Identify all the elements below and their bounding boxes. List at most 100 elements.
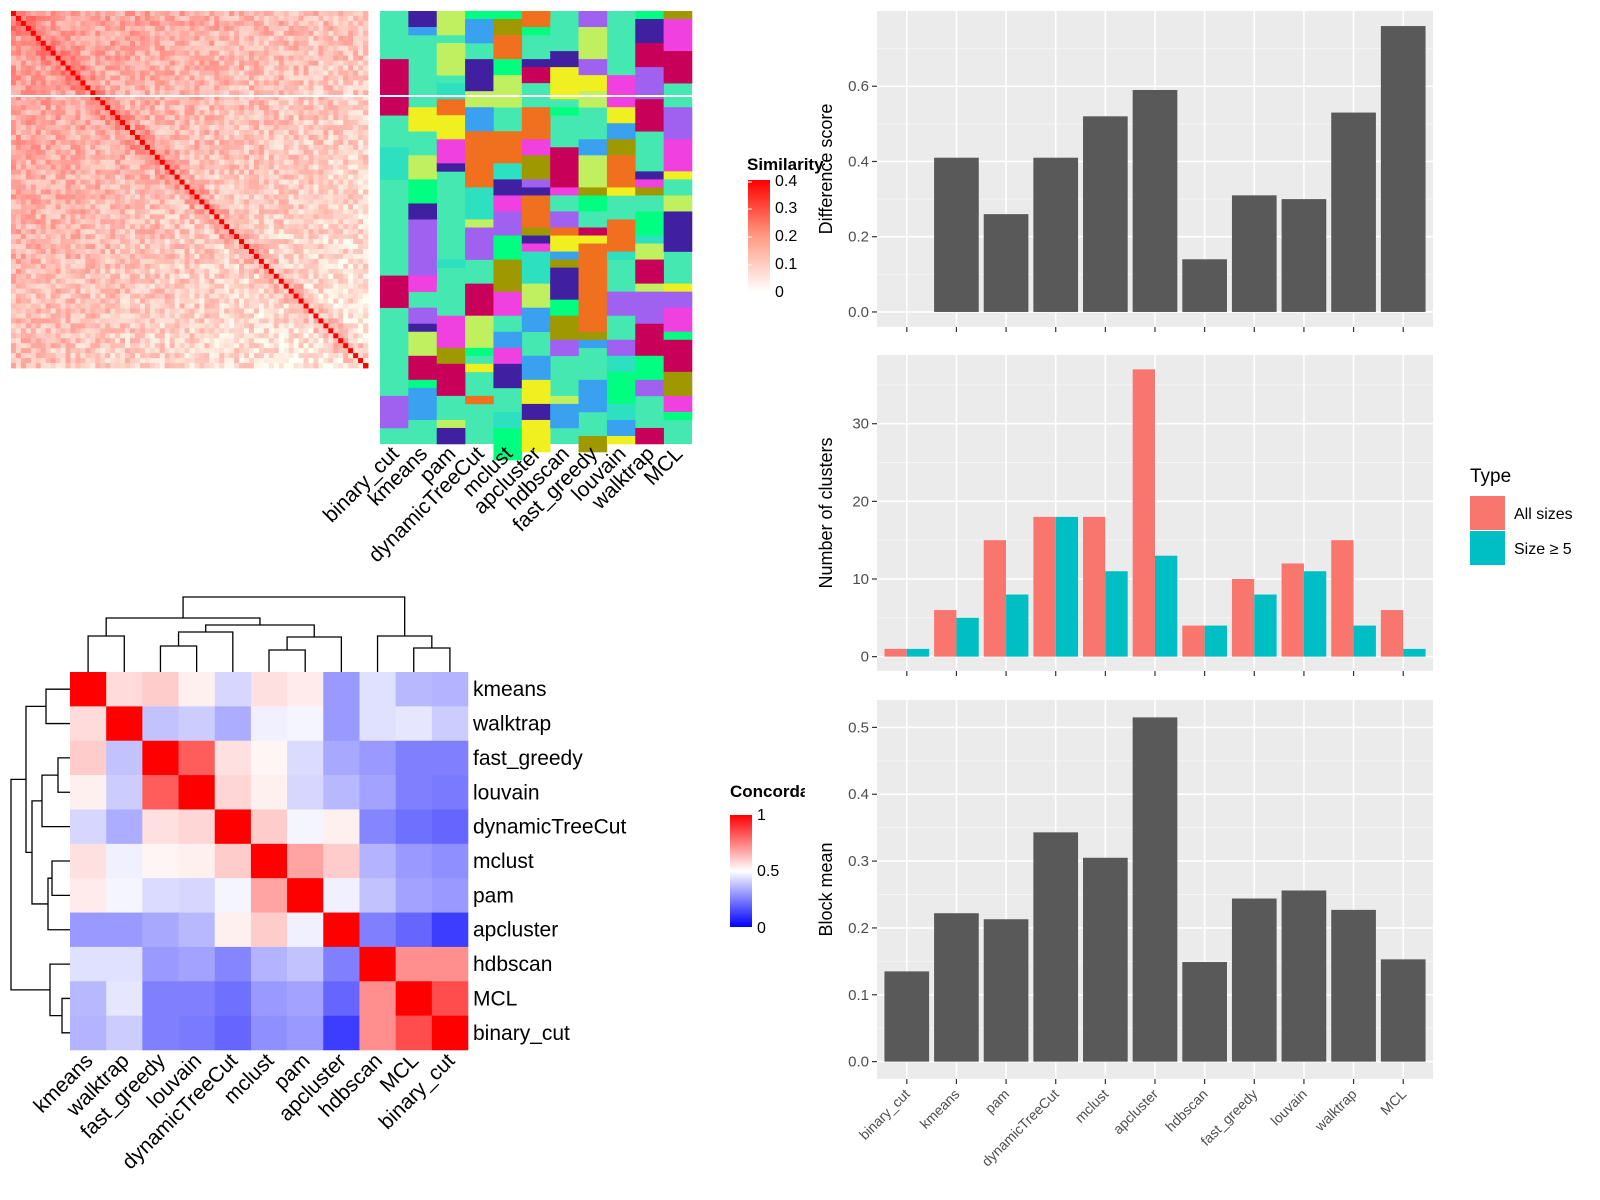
similarity-cell xyxy=(100,35,106,42)
similarity-cell xyxy=(115,115,121,121)
similarity-cell xyxy=(164,199,171,205)
similarity-cell xyxy=(288,229,295,235)
similarity-cell xyxy=(308,90,314,96)
similarity-cell xyxy=(189,199,195,205)
similarity-cell xyxy=(194,174,200,180)
similarity-cell xyxy=(253,174,260,180)
similarity-cell xyxy=(30,144,37,151)
similarity-cell xyxy=(258,30,265,37)
similarity-cell xyxy=(224,204,230,210)
similarity-cell xyxy=(263,159,270,166)
similarity-cell xyxy=(209,120,215,126)
similarity-cell xyxy=(40,353,47,359)
similarity-cell xyxy=(353,154,359,161)
similarity-cell xyxy=(35,80,42,86)
similarity-cell xyxy=(45,35,52,42)
similarity-cell xyxy=(110,249,116,255)
similarity-cell xyxy=(268,55,275,61)
similarity-cell xyxy=(308,338,314,344)
similarity-cell xyxy=(358,65,364,71)
similarity-cell xyxy=(45,209,52,215)
similarity-cell xyxy=(85,199,91,205)
similarity-cell xyxy=(65,40,71,47)
similarity-cell xyxy=(174,184,180,190)
similarity-cell xyxy=(353,338,359,344)
similarity-cell xyxy=(55,130,61,136)
similarity-cell xyxy=(353,105,359,111)
similarity-cell xyxy=(348,80,354,86)
similarity-cell xyxy=(313,85,319,91)
similarity-cell xyxy=(144,110,151,116)
similarity-cell xyxy=(144,313,151,319)
similarity-cell xyxy=(65,298,71,304)
similarity-cell xyxy=(184,234,190,240)
similarity-cell xyxy=(224,184,230,190)
similarity-cell xyxy=(194,293,200,299)
similarity-cell xyxy=(338,159,344,166)
similarity-cell xyxy=(343,144,349,151)
similarity-cell xyxy=(288,184,295,190)
similarity-cell xyxy=(110,90,116,96)
similarity-cell xyxy=(35,139,42,146)
similarity-cell xyxy=(288,338,295,344)
similarity-cell xyxy=(184,303,190,309)
similarity-cell xyxy=(40,65,47,71)
similarity-cell xyxy=(229,179,235,185)
similarity-cell xyxy=(50,179,57,185)
similarity-cell xyxy=(154,110,161,116)
similarity-cell xyxy=(219,95,225,101)
similarity-cell xyxy=(11,184,17,190)
similarity-cell xyxy=(209,234,215,240)
similarity-cell xyxy=(184,65,190,71)
similarity-cell xyxy=(224,214,230,220)
similarity-cell xyxy=(348,313,354,319)
similarity-cell xyxy=(224,343,230,349)
similarity-cell xyxy=(55,164,61,171)
similarity-cell xyxy=(144,159,151,166)
similarity-cell xyxy=(35,55,42,61)
similarity-cell xyxy=(234,80,240,86)
similarity-cell xyxy=(80,209,86,215)
similarity-cell xyxy=(115,149,121,156)
similarity-cell xyxy=(60,353,66,359)
similarity-cell xyxy=(100,224,106,230)
similarity-cell xyxy=(268,174,275,180)
similarity-cell xyxy=(30,115,37,121)
similarity-cell xyxy=(343,110,349,116)
similarity-cell xyxy=(363,125,369,131)
similarity-cell xyxy=(239,194,245,200)
similarity-cell xyxy=(244,169,250,176)
similarity-cell xyxy=(303,209,309,215)
similarity-cell xyxy=(293,219,299,225)
similarity-cell xyxy=(125,239,131,245)
similarity-cell xyxy=(358,25,364,32)
similarity-cell xyxy=(298,343,304,349)
similarity-cell xyxy=(348,100,354,106)
similarity-cell xyxy=(313,204,319,210)
similarity-cell xyxy=(80,50,86,57)
similarity-cell xyxy=(278,283,285,290)
similarity-cell xyxy=(174,278,180,285)
similarity-cell xyxy=(125,199,131,205)
similarity-cell xyxy=(263,234,270,240)
similarity-cell xyxy=(75,318,81,324)
similarity-cell xyxy=(80,90,86,96)
similarity-cell xyxy=(209,45,215,52)
similarity-cell xyxy=(318,333,324,339)
similarity-cell xyxy=(105,139,111,146)
similarity-cell xyxy=(283,209,290,215)
similarity-cell xyxy=(20,179,27,185)
similarity-cell xyxy=(214,130,220,136)
similarity-cell xyxy=(189,298,195,304)
similarity-cell xyxy=(120,268,126,275)
similarity-cell xyxy=(244,15,250,22)
similarity-cell xyxy=(105,20,111,27)
similarity-cell xyxy=(258,134,265,141)
similarity-cell xyxy=(283,60,290,66)
similarity-cell xyxy=(75,125,81,131)
similarity-cell xyxy=(80,278,86,285)
similarity-cell xyxy=(298,100,304,106)
similarity-cell xyxy=(234,338,240,344)
similarity-cell xyxy=(164,268,171,275)
similarity-cell xyxy=(100,184,106,190)
